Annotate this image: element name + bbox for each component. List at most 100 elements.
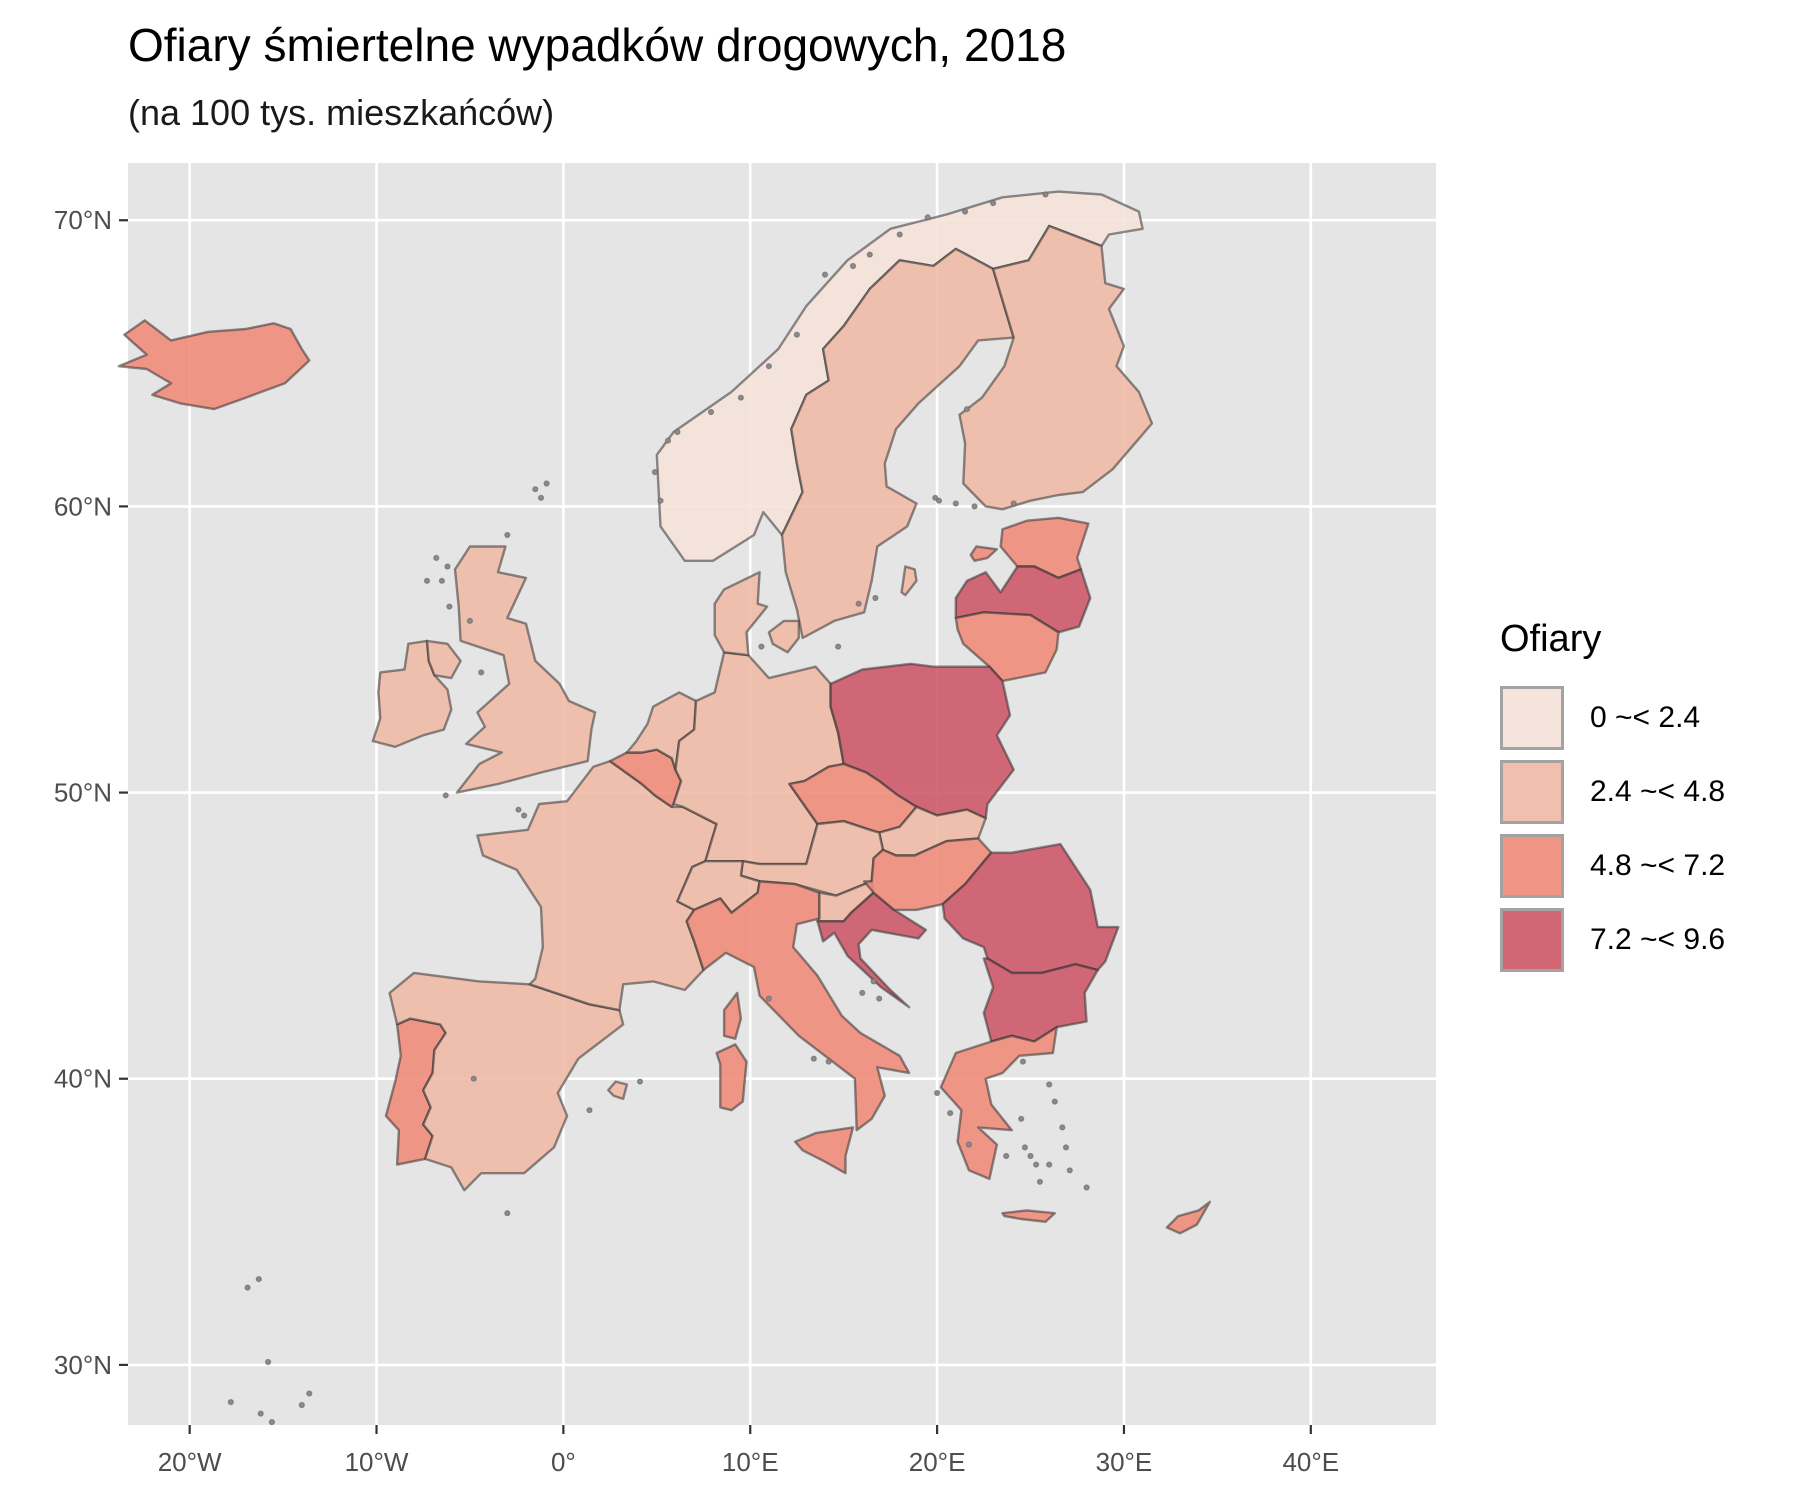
x-tick-label: 0° (551, 1447, 576, 1477)
country-crete (1001, 1209, 1056, 1223)
country-sicily (793, 1126, 855, 1175)
legend-swatch (1500, 760, 1564, 824)
islet-dot (298, 1401, 305, 1409)
islet-dot (924, 214, 931, 221)
islet-dot (1019, 1058, 1027, 1065)
islet-dot (1059, 1124, 1066, 1131)
islet-dot (1062, 1144, 1070, 1151)
islet-dot (870, 978, 877, 985)
islet-dot (664, 437, 672, 444)
country-finland (958, 224, 1154, 511)
legend-label: 0 ~< 2.4 (1590, 701, 1701, 734)
country-united-kingdom (453, 545, 597, 794)
islet-dot (636, 1078, 644, 1085)
map-subtitle: (na 100 tys. mieszkańców) (128, 92, 555, 133)
country-saaremaa (969, 545, 999, 562)
islet-dot (1046, 1161, 1053, 1168)
country-lithuania (954, 611, 1060, 683)
x-tick-label: 10°W (345, 1447, 409, 1477)
islet-dot (257, 1410, 264, 1417)
islet-dot (1036, 1178, 1044, 1185)
islet-dot (835, 643, 842, 650)
islet-dot (466, 617, 473, 625)
islet-dot (707, 408, 715, 416)
islet-dot (423, 577, 431, 584)
y-tick-label: 30°N (54, 1350, 112, 1380)
x-tick-label: 20°E (909, 1447, 966, 1477)
islet-dot (586, 1107, 593, 1114)
map-title: Ofiary śmiertelne wypadków drogowych, 20… (128, 19, 1067, 71)
islet-dot (765, 363, 773, 370)
islet-dot (1066, 1167, 1073, 1174)
islet-dot (963, 406, 971, 413)
country-sweden (780, 247, 1015, 640)
country-corsica (722, 991, 743, 1040)
islet-dot (849, 262, 857, 270)
islet-dot (1010, 500, 1017, 507)
islet-dot (952, 500, 959, 507)
islet-dot (737, 394, 745, 401)
islet-dot (758, 643, 765, 650)
y-tick-label: 40°N (54, 1064, 112, 1094)
x-tick-label: 30°E (1096, 1447, 1153, 1477)
legend-swatch (1500, 834, 1564, 898)
islet-dot (1018, 1115, 1025, 1122)
legend-item: 2.4 ~< 4.8 (1500, 755, 1725, 829)
islet-dot (971, 503, 978, 510)
islet-dot (268, 1419, 275, 1426)
islet-dot (470, 1075, 477, 1082)
islet-dot (1003, 1152, 1010, 1160)
islet-dot (855, 600, 862, 607)
islet-dot (896, 231, 903, 238)
islet-dot (265, 1358, 272, 1366)
country-romania (941, 842, 1120, 975)
islet-dot (444, 563, 451, 570)
country-bulgaria (982, 957, 1099, 1043)
country-cyprus (1165, 1200, 1212, 1235)
islet-dot (872, 594, 879, 602)
islet-dot (793, 331, 801, 338)
islet-dot (446, 603, 453, 610)
y-axis: 30°N 40°N 50°N 60°N 70°N (54, 205, 128, 1380)
islet-dot (438, 577, 445, 584)
country-croatia (816, 891, 928, 1009)
y-tick-label: 50°N (54, 778, 112, 808)
islet-dot (651, 469, 659, 476)
islet-dot (244, 1284, 251, 1291)
islet-dot (876, 995, 883, 1002)
islet-dot (866, 251, 873, 258)
country-italy (685, 880, 911, 1132)
islet-dot (442, 792, 449, 799)
country-gotland (900, 565, 918, 597)
islet-dot (990, 200, 997, 207)
islet-dot (934, 1089, 941, 1097)
x-axis: 20°W 10°W 0° 10°E 20°E 30°E 40°E (158, 1425, 1339, 1477)
islet-dot (532, 486, 539, 493)
country-greece (939, 1026, 1058, 1181)
y-tick-label: 70°N (54, 205, 112, 235)
country-hungary (863, 837, 993, 912)
islet-dot (1033, 1161, 1040, 1168)
legend: Ofiary 0 ~< 2.4 2.4 ~< 4.8 4.8 ~< 7.2 7.… (1500, 618, 1725, 977)
legend-item: 7.2 ~< 9.6 (1500, 903, 1725, 977)
islet-dot (1027, 1152, 1034, 1160)
x-tick-label: 20°W (158, 1447, 222, 1477)
islet-dot (965, 1141, 973, 1148)
legend-label: 4.8 ~< 7.2 (1590, 849, 1726, 882)
legend-swatch (1500, 908, 1564, 972)
x-tick-label: 40°E (1282, 1447, 1339, 1477)
islet-dot (515, 806, 522, 813)
country-northern-ireland (425, 639, 462, 680)
islet-dot (255, 1276, 262, 1283)
legend-label: 2.4 ~< 4.8 (1590, 775, 1726, 808)
country-sardinia (715, 1043, 748, 1112)
legend-swatch (1500, 686, 1564, 750)
country-zealand (767, 619, 800, 654)
legend-title: Ofiary (1500, 618, 1602, 660)
country-denmark (713, 571, 769, 657)
islet-dot (657, 497, 664, 504)
islet-dot (433, 554, 440, 562)
country-france (476, 759, 718, 1012)
islet-dot (932, 494, 939, 501)
islet-dot (810, 1055, 817, 1062)
